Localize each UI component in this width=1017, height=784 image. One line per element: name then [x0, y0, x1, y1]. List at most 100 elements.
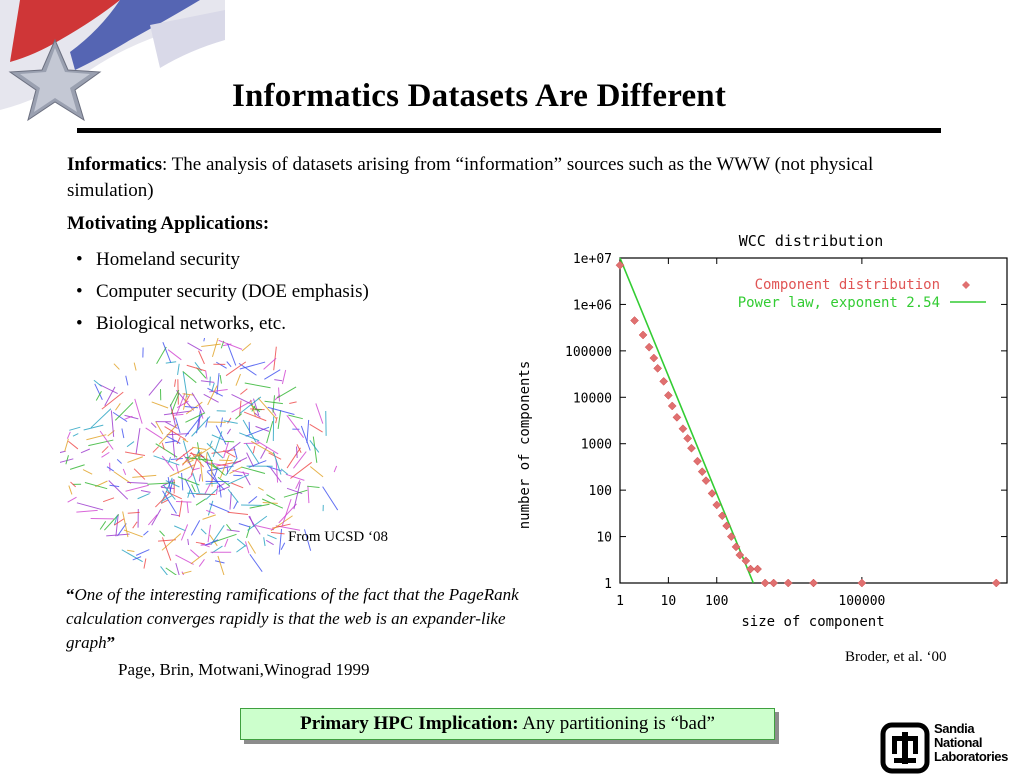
network-edge [226, 428, 232, 435]
network-edge [187, 459, 194, 464]
network-edge [106, 533, 130, 537]
network-edge [167, 456, 172, 464]
network-edge [293, 481, 301, 510]
network-edge [160, 480, 173, 488]
network-edge [115, 403, 121, 411]
network-edge [211, 459, 213, 487]
network-edge [162, 490, 177, 514]
informatics-definition: Informatics: The analysis of datasets ar… [67, 152, 897, 204]
network-edge [275, 416, 278, 424]
network-edge [304, 529, 312, 551]
network-edge [209, 503, 230, 513]
network-edge [272, 395, 276, 413]
network-edge [252, 446, 256, 454]
y-tick-label: 10000 [573, 391, 612, 406]
network-edge [307, 486, 310, 504]
network-edge [211, 382, 215, 392]
network-edge [64, 438, 69, 452]
network-edge [113, 363, 120, 370]
sandia-line: Sandia [934, 721, 975, 736]
network-edge [205, 482, 218, 485]
sandia-logo: Sandia National Laboratories [880, 718, 1008, 776]
network-edge [155, 443, 178, 458]
network-edge [160, 566, 168, 575]
network-edge [174, 525, 186, 532]
network-edge [266, 420, 274, 444]
network-edge [205, 370, 208, 380]
network-edge [283, 489, 308, 498]
network-caption: From UCSD ‘08 [288, 529, 389, 545]
network-edge [101, 451, 110, 458]
network-edge [278, 503, 297, 524]
network-edge [165, 490, 182, 500]
network-edge [267, 534, 277, 540]
pagerank-quote: “One of the interesting ramifications of… [66, 583, 526, 655]
network-edge [190, 451, 205, 468]
data-point [630, 316, 639, 325]
network-edge [66, 431, 71, 439]
data-point [678, 424, 688, 434]
network-edge [238, 362, 257, 376]
chart-title: WCC distribution [739, 232, 884, 250]
network-edge [171, 409, 175, 420]
network-edge [270, 467, 282, 483]
network-edge [207, 385, 218, 406]
network-edge [175, 392, 186, 416]
list-item: • Computer security (DOE emphasis) [76, 278, 369, 310]
network-edge [198, 417, 201, 430]
network-edge [249, 515, 255, 528]
bullet-icon: • [76, 281, 83, 302]
network-edge [185, 457, 213, 462]
network-edge [86, 434, 107, 441]
data-point [615, 260, 625, 270]
network-edge [164, 426, 187, 441]
network-edge [126, 441, 135, 448]
network-edge [272, 451, 282, 475]
network-edge [174, 417, 181, 434]
network-edge [231, 482, 244, 489]
network-edge [175, 554, 194, 565]
data-point [683, 434, 692, 443]
network-edge [113, 471, 132, 484]
network-edge [127, 549, 135, 553]
network-edge [200, 461, 204, 482]
network-edge [264, 400, 283, 405]
network-edge [215, 361, 227, 369]
network-edge [109, 484, 120, 488]
data-point [722, 521, 731, 531]
network-edge [253, 398, 260, 416]
network-edge [125, 375, 129, 386]
network-edge [244, 382, 271, 389]
network-edge [254, 412, 261, 418]
y-tick-label: 1e+07 [573, 252, 612, 267]
network-edge [246, 452, 255, 468]
power-law-line [619, 257, 755, 584]
data-point [857, 578, 867, 588]
quote-text: One of the interesting ramifications of … [66, 585, 519, 652]
network-edge [176, 400, 189, 409]
network-edge [309, 440, 320, 453]
network-edge [309, 466, 324, 478]
network-edge [192, 446, 207, 451]
network-edge [104, 386, 116, 406]
network-edge [185, 412, 206, 423]
network-edge [312, 436, 318, 463]
network-edge [240, 388, 248, 395]
network-edge [161, 442, 165, 450]
network-edge [155, 421, 164, 435]
network-edge [185, 401, 203, 415]
implication-text: Any partitioning is “bad” [518, 713, 715, 734]
network-edge [101, 446, 109, 454]
data-point [653, 363, 662, 373]
network-edge [242, 471, 251, 486]
network-edge [333, 465, 338, 473]
network-edge [195, 498, 207, 506]
network-edge [239, 361, 266, 370]
network-edge [127, 456, 143, 463]
chart-legend: Component distribution Power law, expone… [738, 277, 986, 311]
network-edge [257, 397, 277, 419]
network-edge [300, 425, 311, 451]
data-point [664, 391, 673, 400]
network-edge [132, 556, 142, 561]
hpc-implication-box: Primary HPC Implication: Any partitionin… [240, 708, 775, 740]
